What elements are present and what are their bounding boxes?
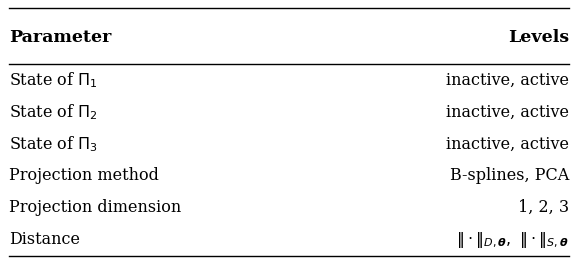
Text: inactive, active: inactive, active bbox=[446, 103, 569, 120]
Text: inactive, active: inactive, active bbox=[446, 72, 569, 88]
Text: Parameter: Parameter bbox=[9, 29, 111, 46]
Text: Projection dimension: Projection dimension bbox=[9, 199, 181, 216]
Text: Levels: Levels bbox=[508, 29, 569, 46]
Text: 1, 2, 3: 1, 2, 3 bbox=[518, 199, 569, 216]
Text: State of $\Pi_3$: State of $\Pi_3$ bbox=[9, 134, 98, 154]
Text: State of $\Pi_2$: State of $\Pi_2$ bbox=[9, 102, 98, 122]
Text: Distance: Distance bbox=[9, 231, 80, 248]
Text: B-splines, PCA: B-splines, PCA bbox=[450, 167, 569, 184]
Text: inactive, active: inactive, active bbox=[446, 135, 569, 152]
Text: $\|\cdot\|_{D,\boldsymbol{\theta}},\ \|\cdot\|_{S,\boldsymbol{\theta}}$: $\|\cdot\|_{D,\boldsymbol{\theta}},\ \|\… bbox=[456, 230, 569, 250]
Text: State of $\Pi_1$: State of $\Pi_1$ bbox=[9, 70, 98, 90]
Text: Projection method: Projection method bbox=[9, 167, 159, 184]
